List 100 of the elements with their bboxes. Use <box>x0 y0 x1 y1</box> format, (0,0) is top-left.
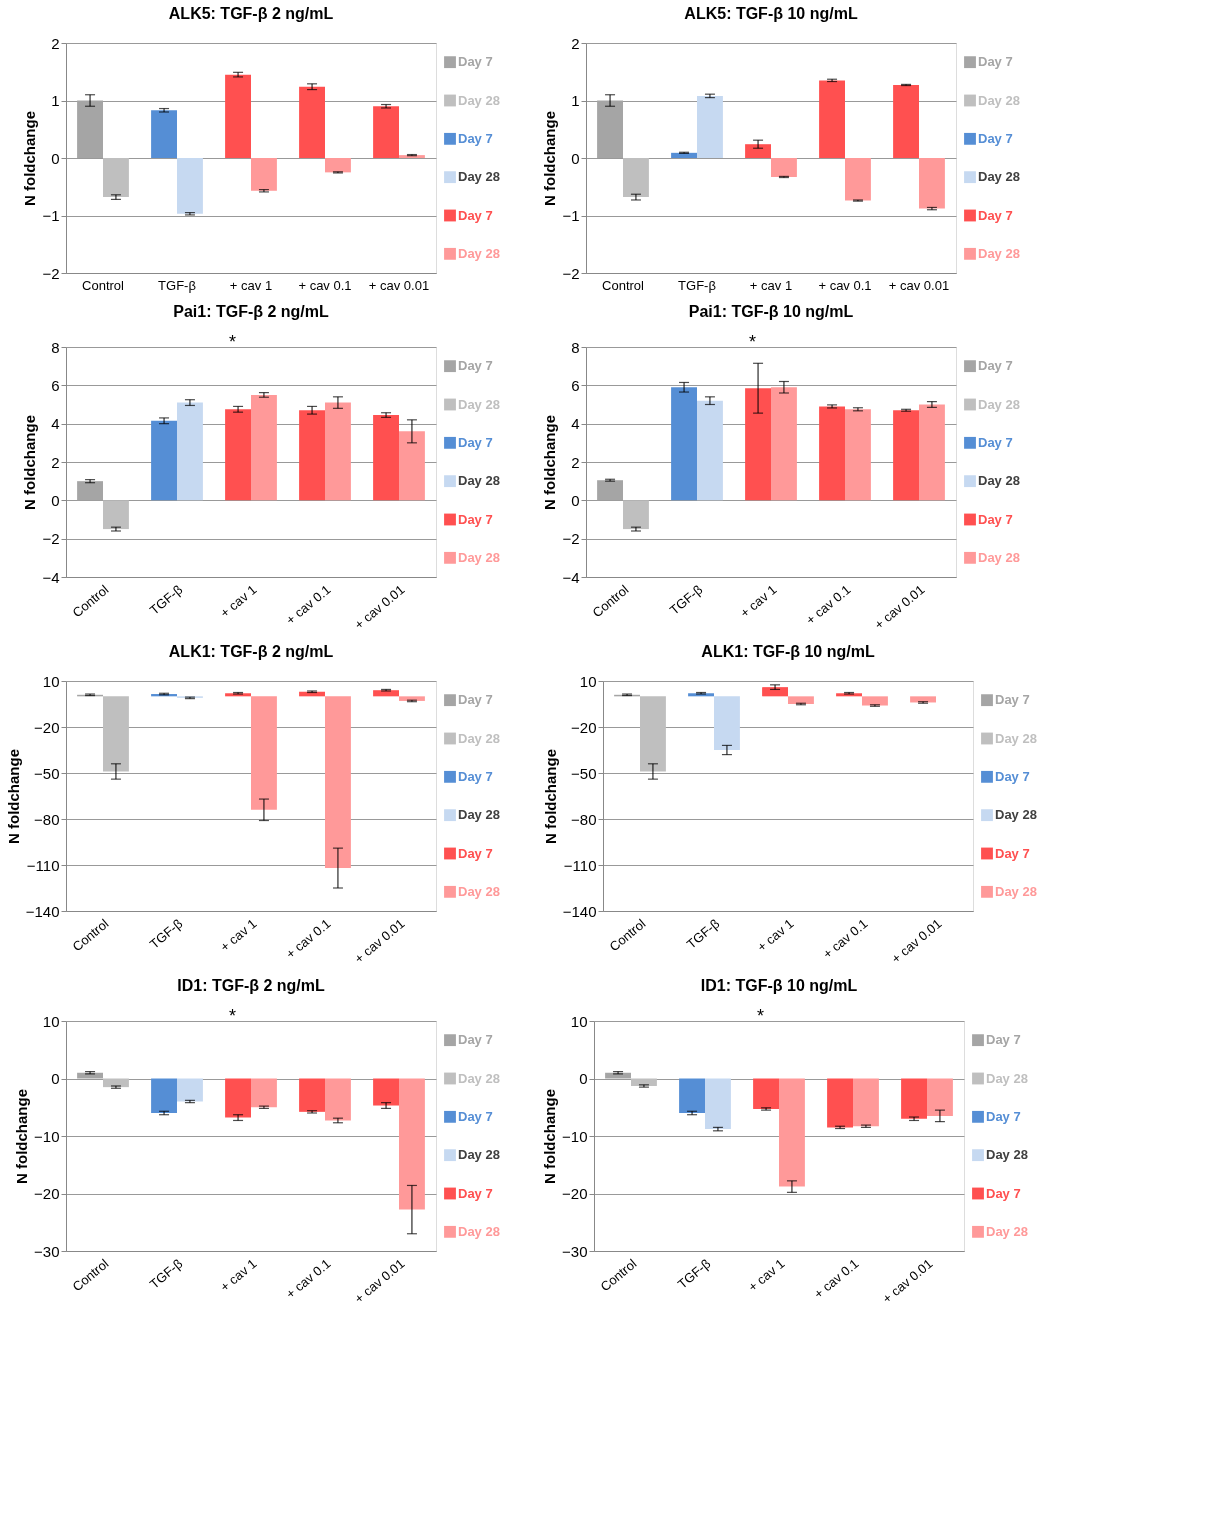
chart-title: ALK1: TGF-β 10 ng/mL <box>701 643 875 660</box>
y-tick-label: −4 <box>562 568 580 586</box>
bar <box>893 410 919 501</box>
x-tick-label: + cav 1 <box>749 277 793 293</box>
bar <box>325 696 351 869</box>
y-tick-label: −2 <box>562 530 580 548</box>
y-tick-label: −2 <box>42 530 60 548</box>
chart-title: ID1: TGF-β 2 ng/mL <box>177 977 325 994</box>
bar <box>819 406 845 501</box>
x-tick-label: + cav 0.01 <box>888 915 945 967</box>
bar <box>399 431 425 501</box>
y-tick-label: 10 <box>570 1012 588 1030</box>
x-tick-label: + cav 1 <box>745 1255 788 1295</box>
legend-label: Day 7 <box>458 207 493 223</box>
bar <box>771 158 797 177</box>
y-tick-label: 10 <box>42 672 60 690</box>
y-tick-label: 8 <box>51 338 60 356</box>
legend-label: Day 28 <box>458 92 500 108</box>
y-tick-label: 2 <box>51 34 60 52</box>
bar <box>671 152 697 158</box>
bar <box>919 158 945 209</box>
chart-title: ALK5: TGF-β 2 ng/mL <box>168 5 334 22</box>
legend-label: Day 28 <box>458 730 500 746</box>
bar <box>919 404 945 501</box>
legend-label: Day 7 <box>995 692 1030 708</box>
bar <box>299 86 325 158</box>
y-tick-label: −80 <box>571 810 597 828</box>
bar <box>399 696 425 701</box>
legend-label: Day 28 <box>458 245 500 261</box>
text: Day 28 <box>458 396 500 412</box>
annotation: * <box>756 1006 765 1026</box>
y-tick-label: −30 <box>34 1242 60 1260</box>
y-tick-label: 10 <box>579 672 597 690</box>
bar <box>623 158 649 198</box>
y-tick-label: −4 <box>42 568 60 586</box>
x-tick-label: + cav 0.1 <box>811 1255 862 1302</box>
text: Day 7 <box>458 692 493 708</box>
bar <box>103 158 129 198</box>
legend-label: Day 7 <box>458 845 493 861</box>
bar <box>845 158 871 201</box>
text: Day 7 <box>978 358 1013 374</box>
bar <box>251 696 277 810</box>
legend-label: Day 7 <box>978 54 1013 70</box>
legend-label: Day 7 <box>458 768 493 784</box>
x-tick-label: + cav 1 <box>217 581 260 621</box>
x-tick-label: + cav 0.1 <box>820 915 871 962</box>
y-tick-label: 10 <box>42 1012 60 1030</box>
legend-label: Day 28 <box>978 473 1020 489</box>
y-tick-label: −30 <box>562 1242 588 1260</box>
legend-label: Day 7 <box>978 207 1013 223</box>
legend-label: Day 7 <box>978 511 1013 527</box>
y-axis-title: N foldchange <box>541 110 559 207</box>
y-tick-label: 8 <box>571 338 580 356</box>
x-tick-label: + cav 0.1 <box>283 581 334 628</box>
legend-label: Day 7 <box>986 1108 1021 1124</box>
y-tick-label: −20 <box>34 1185 60 1202</box>
x-tick-label: + cav 1 <box>217 1255 260 1295</box>
y-tick-label: −1 <box>562 207 580 224</box>
legend-label: Day 28 <box>458 1147 500 1163</box>
y-tick-label: −80 <box>34 810 60 828</box>
legend-label: Day 28 <box>978 169 1020 185</box>
legend-label: Day 7 <box>458 1185 493 1201</box>
y-tick-label: 0 <box>51 1070 60 1087</box>
bar <box>325 158 351 173</box>
bar <box>225 409 251 501</box>
y-tick-label: −110 <box>26 856 60 874</box>
legend-label: Day 28 <box>978 549 1020 565</box>
legend-label: Day 28 <box>458 1223 500 1239</box>
legend-label: Day 28 <box>458 549 500 565</box>
chart-title: ALK1: TGF-β 2 ng/mL <box>168 643 334 660</box>
x-tick-label: + cav 0.1 <box>283 1255 334 1302</box>
chart-title: ID1: TGF-β 10 ng/mL <box>700 977 858 994</box>
bar <box>671 387 697 501</box>
legend-label: Day 28 <box>986 1147 1028 1163</box>
legend-label: Day 7 <box>978 434 1013 450</box>
y-tick-label: −20 <box>34 718 60 736</box>
y-axis-title: N foldchange <box>541 1088 559 1185</box>
bar <box>325 402 351 501</box>
y-tick-label: 4 <box>51 415 60 433</box>
legend-label: Day 28 <box>458 883 500 899</box>
y-axis-title: N foldchange <box>21 110 39 207</box>
legend-label: Day 28 <box>458 1070 500 1086</box>
bar <box>845 409 871 501</box>
bar <box>697 95 723 158</box>
y-tick-label: 0 <box>579 1070 588 1087</box>
legend-label: Day 7 <box>458 434 493 450</box>
bar <box>151 420 177 501</box>
x-tick-label: Control <box>602 277 645 293</box>
x-tick-label: + cav 1 <box>229 277 273 293</box>
bar <box>103 500 129 530</box>
legend-label: Day 28 <box>995 730 1037 746</box>
x-tick-label: + cav 1 <box>217 915 260 955</box>
chart-title: Pai1: TGF-β 2 ng/mL <box>173 303 329 320</box>
x-tick-label: + cav 0.1 <box>818 277 872 293</box>
chart-title: ALK5: TGF-β 10 ng/mL <box>684 5 858 22</box>
y-tick-label: −20 <box>562 1185 588 1202</box>
x-tick-label: + cav 1 <box>737 581 780 621</box>
y-tick-label: 2 <box>571 453 580 471</box>
legend-label: Day 28 <box>978 245 1020 261</box>
text: Day 28 <box>978 396 1020 412</box>
